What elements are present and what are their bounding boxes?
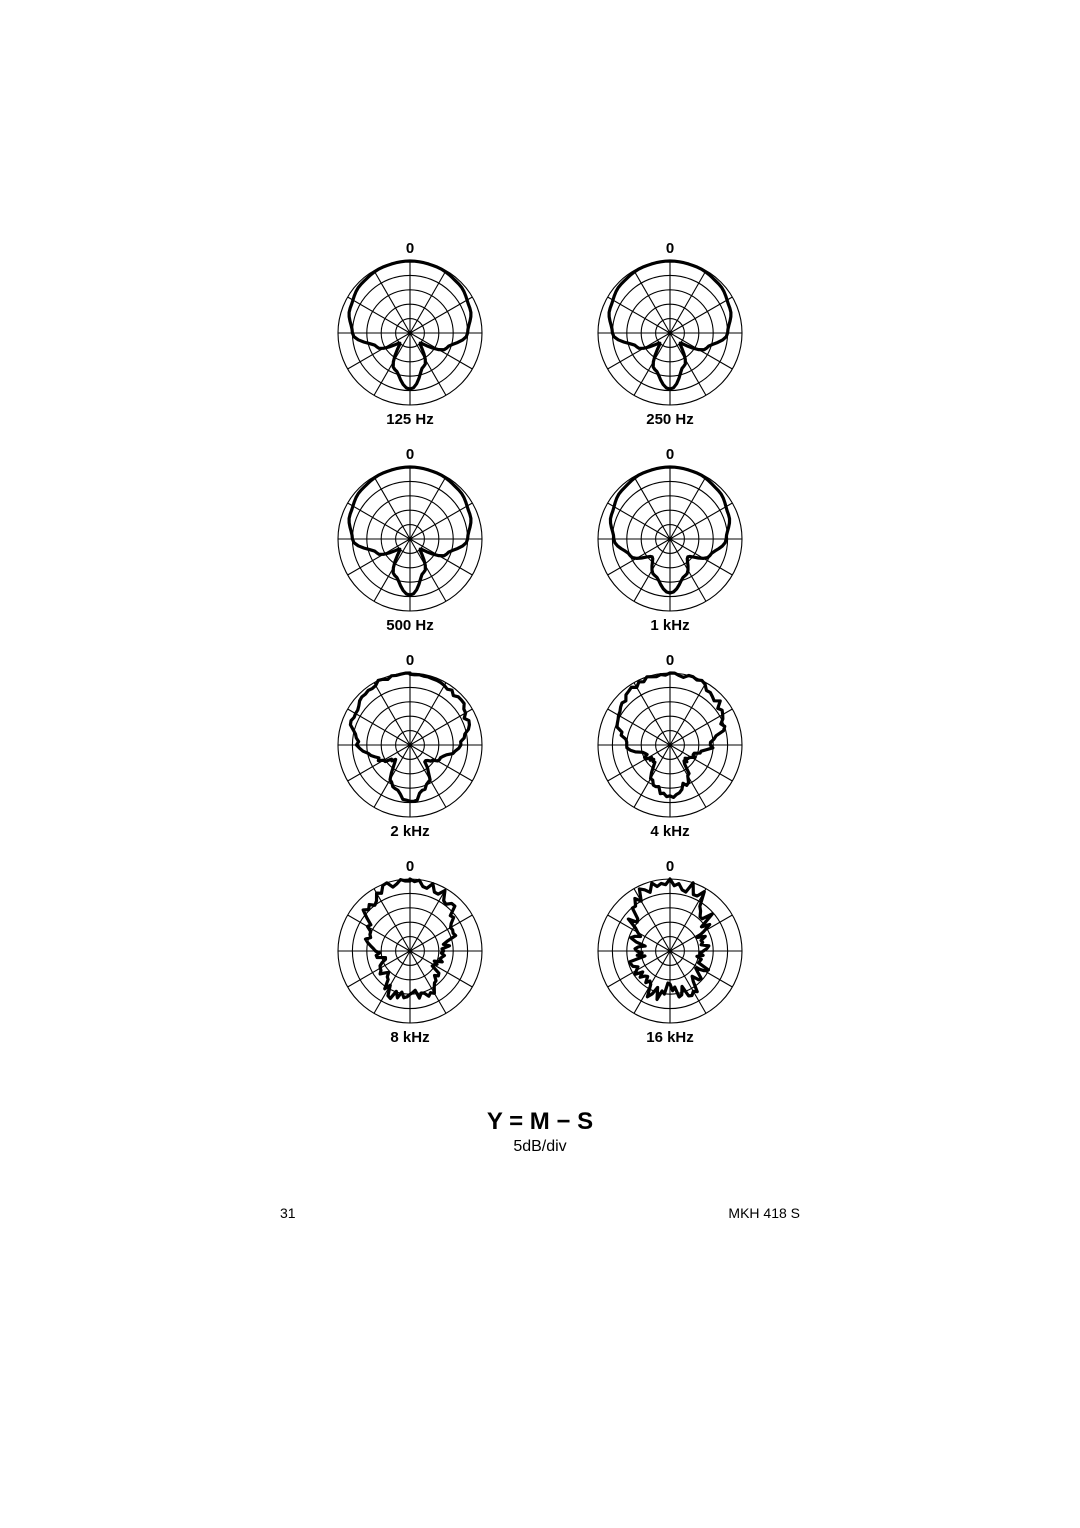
frequency-label: 4 kHz: [580, 823, 760, 840]
polar-plot-cell: 0 8 kHz: [320, 858, 500, 1046]
frequency-label: 500 Hz: [320, 617, 500, 634]
polar-plot: [336, 465, 484, 613]
zero-degree-label: 0: [320, 652, 500, 669]
zero-degree-label: 0: [320, 240, 500, 257]
page-number: 31: [280, 1205, 296, 1221]
zero-degree-label: 0: [580, 858, 760, 875]
frequency-label: 125 Hz: [320, 411, 500, 428]
scale-label: 5dB/div: [0, 1138, 1080, 1156]
frequency-label: 8 kHz: [320, 1029, 500, 1046]
zero-degree-label: 0: [580, 652, 760, 669]
frequency-label: 1 kHz: [580, 617, 760, 634]
frequency-label: 16 kHz: [580, 1029, 760, 1046]
zero-degree-label: 0: [580, 240, 760, 257]
polar-plot: [596, 259, 744, 407]
model-label: MKH 418 S: [728, 1205, 800, 1221]
polar-plot: [596, 671, 744, 819]
polar-plot-cell: 0 125 Hz: [320, 240, 500, 428]
polar-plot: [596, 465, 744, 613]
polar-plot-cell: 0 16 kHz: [580, 858, 760, 1046]
polar-plot: [336, 671, 484, 819]
polar-plot-cell: 0 4 kHz: [580, 652, 760, 840]
polar-plot: [336, 877, 484, 1025]
page: 0125 Hz0250 Hz0500 Hz01 kHz02 kHz04 kHz0…: [0, 0, 1080, 1528]
polar-plot: [336, 259, 484, 407]
frequency-label: 2 kHz: [320, 823, 500, 840]
polar-plot-cell: 0 500 Hz: [320, 446, 500, 634]
polar-pattern-grid: 0125 Hz0250 Hz0500 Hz01 kHz02 kHz04 kHz0…: [300, 240, 780, 1064]
equation-label: Y = M − S: [0, 1108, 1080, 1136]
polar-plot-cell: 0 250 Hz: [580, 240, 760, 428]
zero-degree-label: 0: [580, 446, 760, 463]
frequency-label: 250 Hz: [580, 411, 760, 428]
zero-degree-label: 0: [320, 858, 500, 875]
polar-plot-cell: 0 1 kHz: [580, 446, 760, 634]
polar-plot-cell: 0 2 kHz: [320, 652, 500, 840]
zero-degree-label: 0: [320, 446, 500, 463]
polar-plot: [596, 877, 744, 1025]
